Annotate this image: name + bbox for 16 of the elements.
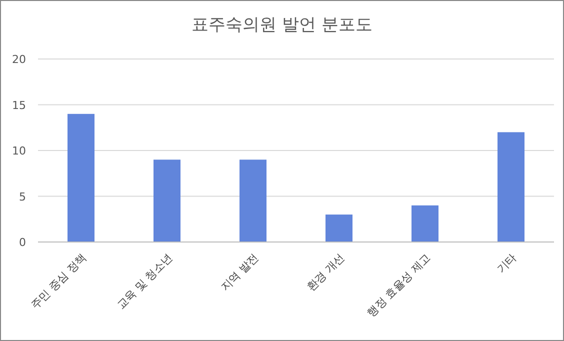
x-tick-label: 지역 발전	[218, 250, 262, 294]
y-tick-label: 0	[19, 236, 26, 249]
bar	[498, 132, 524, 242]
x-tick-label: 기타	[494, 250, 520, 276]
bar	[154, 160, 180, 242]
x-tick-label: 환경 개선	[304, 250, 348, 294]
chart-title: 표주숙의원 발언 분포도	[192, 15, 372, 35]
y-tick-label: 5	[19, 190, 26, 204]
x-tick-label: 주민 중심 정책	[28, 250, 90, 312]
bar	[240, 160, 266, 242]
y-tick-label: 15	[12, 98, 26, 112]
bar	[326, 214, 352, 242]
bar	[412, 205, 438, 242]
y-tick-label: 10	[12, 144, 26, 158]
bar	[68, 114, 94, 242]
y-tick-label: 20	[12, 53, 26, 66]
